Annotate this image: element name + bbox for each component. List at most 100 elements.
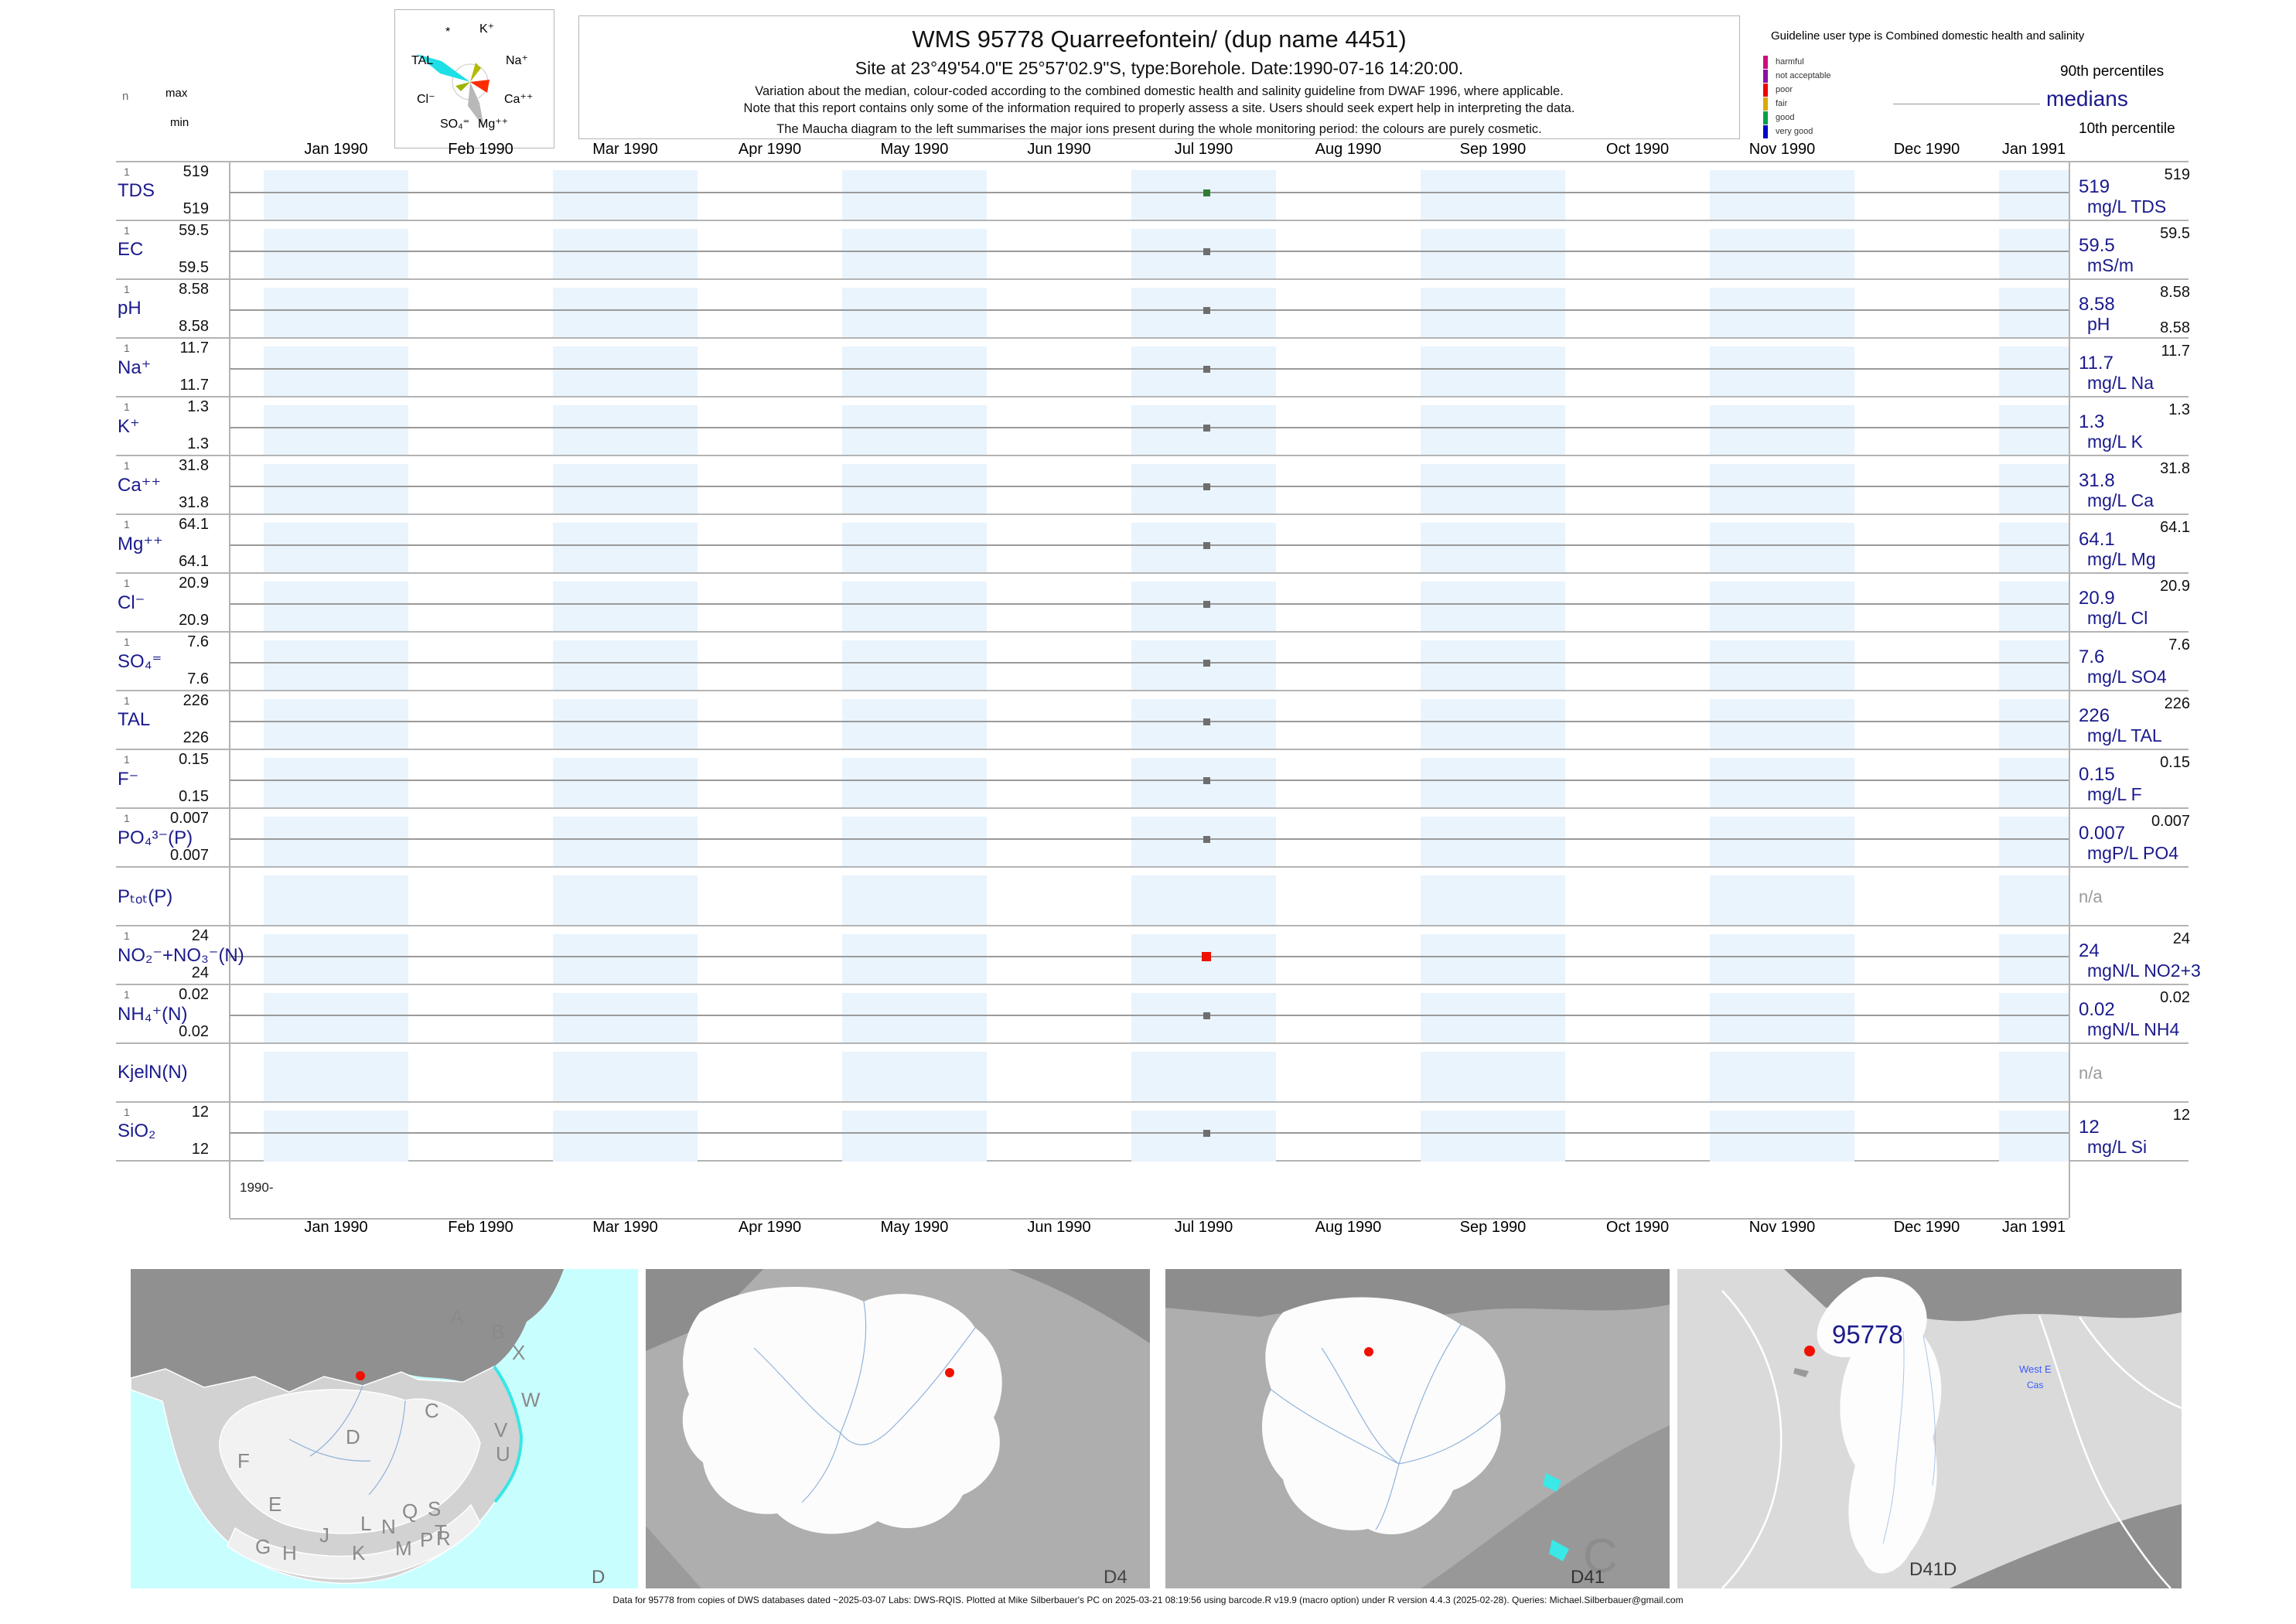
row-parameter-name: PO₄³⁻(P): [118, 827, 193, 848]
region-letter: P: [420, 1528, 433, 1551]
row-n-count: 1: [124, 812, 130, 824]
row-n-count: 1: [124, 930, 130, 942]
east-coastline: [493, 1365, 524, 1503]
row-min-value: 12: [191, 1141, 209, 1158]
month-stripe: [1999, 582, 2069, 633]
row-p90-value: 0.007: [2151, 813, 2190, 830]
sample-marker: [1203, 541, 1210, 549]
month-stripe: [553, 523, 698, 574]
region-letter: L: [360, 1512, 371, 1535]
n-column-header: n: [122, 90, 129, 103]
row-median-value: 59.5: [2079, 235, 2115, 256]
median-line: [230, 603, 2069, 605]
place-label-west: West E: [2019, 1363, 2052, 1375]
month-stripe: [1421, 288, 1565, 339]
row-parameter-name: Mg⁺⁺: [118, 534, 163, 554]
guideline-class-label: fair: [1776, 99, 1788, 108]
catchment-area: [1817, 1276, 1942, 1574]
row-median-value: 11.7: [2079, 353, 2113, 374]
median-line: [230, 309, 2069, 311]
month-stripe: [1710, 758, 1854, 809]
plot-left-border: [229, 161, 230, 1218]
row-unit-label: mg/L SO4: [2087, 667, 2167, 687]
row-max-value: 20.9: [179, 575, 209, 592]
row-min-value: 64.1: [179, 553, 209, 570]
maucha-ion-label: SO₄⁼: [440, 118, 470, 131]
month-stripe: [553, 464, 698, 515]
row-median-value: 31.8: [2079, 470, 2115, 491]
row-max-value: 0.007: [169, 810, 209, 827]
row-max-value: 0.15: [179, 751, 209, 768]
region-letter: H: [282, 1541, 297, 1564]
median-line: [230, 251, 2069, 252]
row-parameter-name: Na⁺: [118, 357, 152, 378]
median-line: [230, 662, 2069, 664]
month-stripe: [1999, 288, 2069, 339]
month-stripe: [264, 817, 408, 868]
month-stripe: [553, 640, 698, 691]
month-stripe: [1710, 523, 1854, 574]
region-letter: A: [450, 1305, 464, 1329]
param-row-4: 1 1.3 K⁺ 1.3 1.3 1.3 mg/L K: [116, 396, 2190, 456]
row-unit-label: mg/L TDS: [2087, 196, 2167, 217]
min-column-header: min: [170, 116, 189, 129]
month-stripe: [842, 934, 987, 985]
maucha-ca-wedge: [470, 80, 490, 93]
map-primary-catchment: D4: [646, 1269, 1150, 1588]
month-label-top: Sep 1990: [1459, 141, 1527, 158]
maucha-diagram-box: [394, 9, 554, 148]
row-n-count: 1: [124, 165, 130, 178]
month-label-top: Jul 1990: [1174, 141, 1233, 158]
month-stripe: [1999, 1052, 2069, 1103]
row-unit-label: mgN/L NH4: [2087, 1019, 2180, 1039]
row-parameter-name: KjelN(N): [118, 1062, 188, 1083]
month-label-bottom: Nov 1990: [1748, 1219, 1816, 1236]
median-line: [230, 427, 2069, 428]
maucha-ion-label: K⁺: [479, 22, 495, 36]
guideline-swatch-not-acceptable: [1763, 70, 1768, 83]
maucha-tal-wedge: [417, 54, 470, 82]
row-min-value: 0.15: [179, 788, 209, 805]
month-stripe: [553, 1111, 698, 1162]
month-stripe: [553, 1052, 698, 1103]
param-row-14: 1 0.02 NH₄⁺(N) 0.02 0.02 0.02 mgN/L NH4: [116, 984, 2190, 1044]
region-letter: G: [255, 1535, 271, 1558]
row-max-value: 59.5: [179, 222, 209, 239]
median-line: [230, 721, 2069, 722]
row-unit-label: mg/L TAL: [2087, 725, 2162, 745]
month-stripe: [1710, 640, 1854, 691]
month-stripe: [264, 229, 408, 280]
month-stripe: [842, 229, 987, 280]
month-label-bottom: Jan 1991: [2001, 1219, 2066, 1236]
month-label-bottom: Feb 1990: [448, 1219, 513, 1236]
row-min-value: 1.3: [187, 435, 209, 452]
max-column-header: max: [165, 87, 188, 100]
row-min-value: 59.5: [179, 259, 209, 276]
month-stripe: [553, 346, 698, 397]
month-stripe: [264, 170, 408, 221]
month-stripe: [1710, 464, 1854, 515]
note-disclaimer: Note that this report contains only some…: [743, 101, 1575, 115]
region-letter: B: [491, 1320, 504, 1343]
note-maucha: The Maucha diagram to the left summarise…: [776, 122, 1542, 136]
sample-marker: [1203, 1012, 1210, 1019]
median-line: [230, 1132, 2069, 1134]
row-p90-value: 519: [2164, 166, 2190, 183]
plot-bottom-border: [230, 1218, 2069, 1220]
row-parameter-name: SiO₂: [118, 1121, 156, 1141]
month-stripe: [264, 1111, 408, 1162]
month-stripe: [553, 934, 698, 985]
row-min-value: 11.7: [179, 377, 209, 394]
rivers: [753, 1301, 976, 1503]
guideline-class-label: very good: [1776, 127, 1813, 136]
month-stripe: [1421, 640, 1565, 691]
lakes: [1543, 1473, 1569, 1561]
row-p90-value: 11.7: [2161, 343, 2190, 360]
row-n-count: 1: [124, 518, 130, 531]
town-patch: [1793, 1368, 1809, 1377]
month-stripe: [1421, 170, 1565, 221]
month-label-top: Oct 1990: [1605, 141, 1670, 158]
month-label-top: Apr 1990: [738, 141, 802, 158]
guideline-class-label: not acceptable: [1776, 71, 1831, 80]
